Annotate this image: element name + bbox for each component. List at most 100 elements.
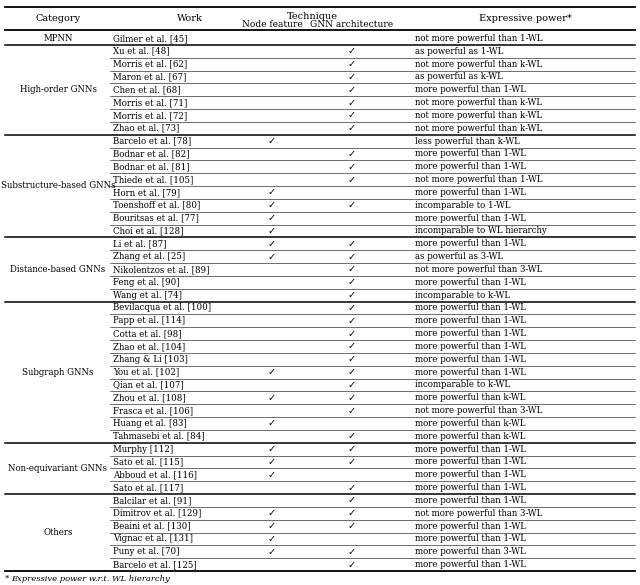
Text: more powerful than 1-WL: more powerful than 1-WL: [415, 522, 526, 531]
Text: Puny et al. [70]: Puny et al. [70]: [113, 547, 179, 556]
Text: ✓: ✓: [348, 123, 356, 133]
Text: ✓: ✓: [348, 495, 356, 505]
Text: more powerful than 1-WL: more powerful than 1-WL: [415, 85, 526, 94]
Text: more powerful than k-WL: more powerful than k-WL: [415, 393, 525, 402]
Text: Zhao et al. [73]: Zhao et al. [73]: [113, 124, 179, 133]
Text: GNN architecture: GNN architecture: [310, 20, 394, 29]
Text: ✓: ✓: [348, 431, 356, 441]
Text: Morris et al. [71]: Morris et al. [71]: [113, 98, 188, 107]
Text: Abboud et al. [116]: Abboud et al. [116]: [113, 470, 197, 479]
Text: ✓: ✓: [348, 444, 356, 454]
Text: ✓: ✓: [268, 213, 276, 223]
Text: Sato et al. [117]: Sato et al. [117]: [113, 483, 183, 492]
Text: ✓: ✓: [268, 534, 276, 544]
Text: Expressive power*: Expressive power*: [479, 14, 572, 23]
Text: Choi et al. [128]: Choi et al. [128]: [113, 226, 184, 235]
Text: Chen et al. [68]: Chen et al. [68]: [113, 85, 180, 94]
Text: Barcelo et al. [125]: Barcelo et al. [125]: [113, 560, 196, 569]
Text: High-order GNNs: High-order GNNs: [19, 85, 97, 94]
Text: ✓: ✓: [348, 252, 356, 261]
Text: ✓: ✓: [348, 560, 356, 570]
Text: Bouritsas et al. [77]: Bouritsas et al. [77]: [113, 214, 199, 222]
Text: more powerful than 1-WL: more powerful than 1-WL: [415, 329, 526, 338]
Text: more powerful than 1-WL: more powerful than 1-WL: [415, 304, 526, 312]
Text: not more powerful than 3-WL: not more powerful than 3-WL: [415, 509, 542, 518]
Text: ✓: ✓: [348, 46, 356, 56]
Text: Zhang & Li [103]: Zhang & Li [103]: [113, 355, 188, 364]
Text: ✓: ✓: [348, 508, 356, 518]
Text: not more powerful than 1-WL: not more powerful than 1-WL: [415, 34, 543, 43]
Text: not more powerful than k-WL: not more powerful than k-WL: [415, 98, 542, 107]
Text: Papp et al. [114]: Papp et al. [114]: [113, 316, 185, 325]
Text: Zhou et al. [108]: Zhou et al. [108]: [113, 393, 186, 402]
Text: ✓: ✓: [268, 444, 276, 454]
Text: more powerful than 1-WL: more powerful than 1-WL: [415, 149, 526, 159]
Text: more powerful than 1-WL: more powerful than 1-WL: [415, 316, 526, 325]
Text: Subgraph GNNs: Subgraph GNNs: [22, 367, 93, 377]
Text: ✓: ✓: [348, 111, 356, 121]
Text: more powerful than 1-WL: more powerful than 1-WL: [415, 535, 526, 543]
Text: more powerful than 1-WL: more powerful than 1-WL: [415, 367, 526, 377]
Text: Feng et al. [90]: Feng et al. [90]: [113, 278, 180, 287]
Text: ✓: ✓: [268, 508, 276, 518]
Text: incomparable to k-WL: incomparable to k-WL: [415, 291, 510, 300]
Text: more powerful than 1-WL: more powerful than 1-WL: [415, 162, 526, 171]
Text: ✓: ✓: [268, 521, 276, 531]
Text: ✓: ✓: [348, 264, 356, 274]
Text: ✓: ✓: [268, 187, 276, 197]
Text: Node feature: Node feature: [242, 20, 302, 29]
Text: incomparable to k-WL: incomparable to k-WL: [415, 380, 510, 390]
Text: Sato et al. [115]: Sato et al. [115]: [113, 457, 183, 466]
Text: more powerful than 1-WL: more powerful than 1-WL: [415, 483, 526, 492]
Text: as powerful as 3-WL: as powerful as 3-WL: [415, 252, 503, 261]
Text: Gilmer et al. [45]: Gilmer et al. [45]: [113, 34, 188, 43]
Text: Work: Work: [177, 14, 203, 23]
Text: ✓: ✓: [348, 483, 356, 493]
Text: as powerful as 1-WL: as powerful as 1-WL: [415, 47, 504, 56]
Text: incomparable to 1-WL: incomparable to 1-WL: [415, 201, 511, 210]
Text: ✓: ✓: [268, 367, 276, 377]
Text: ✓: ✓: [268, 136, 276, 146]
Text: ✓: ✓: [348, 290, 356, 300]
Text: Murphy [112]: Murphy [112]: [113, 445, 173, 453]
Text: ✓: ✓: [348, 316, 356, 326]
Text: Zhao et al. [104]: Zhao et al. [104]: [113, 342, 185, 351]
Text: ✓: ✓: [348, 380, 356, 390]
Text: ✓: ✓: [268, 393, 276, 402]
Text: more powerful than 1-WL: more powerful than 1-WL: [415, 457, 526, 466]
Text: Barcelo et al. [78]: Barcelo et al. [78]: [113, 136, 191, 146]
Text: incomparable to WL hierarchy: incomparable to WL hierarchy: [415, 226, 547, 235]
Text: ✓: ✓: [348, 98, 356, 108]
Text: more powerful than 1-WL: more powerful than 1-WL: [415, 214, 526, 222]
Text: Category: Category: [35, 14, 81, 23]
Text: ✓: ✓: [348, 59, 356, 69]
Text: Qian et al. [107]: Qian et al. [107]: [113, 380, 184, 390]
Text: Morris et al. [62]: Morris et al. [62]: [113, 60, 188, 68]
Text: not more powerful than k-WL: not more powerful than k-WL: [415, 124, 542, 133]
Text: Huang et al. [83]: Huang et al. [83]: [113, 419, 187, 428]
Text: ✓: ✓: [268, 252, 276, 261]
Text: Wang et al. [74]: Wang et al. [74]: [113, 291, 182, 300]
Text: ✓: ✓: [348, 303, 356, 313]
Text: Tahmasebi et al. [84]: Tahmasebi et al. [84]: [113, 432, 205, 441]
Text: Balcilar et al. [91]: Balcilar et al. [91]: [113, 496, 191, 505]
Text: less powerful than k-WL: less powerful than k-WL: [415, 136, 520, 146]
Text: not more powerful than 3-WL: not more powerful than 3-WL: [415, 406, 542, 415]
Text: more powerful than 1-WL: more powerful than 1-WL: [415, 188, 526, 197]
Text: Substructure-based GNNs: Substructure-based GNNs: [1, 181, 115, 191]
Text: Thiede et al. [105]: Thiede et al. [105]: [113, 175, 193, 184]
Text: ✓: ✓: [348, 85, 356, 95]
Text: You et al. [102]: You et al. [102]: [113, 367, 179, 377]
Text: ✓: ✓: [348, 457, 356, 467]
Text: more powerful than k-WL: more powerful than k-WL: [415, 419, 525, 428]
Text: Non-equivariant GNNs: Non-equivariant GNNs: [8, 464, 108, 473]
Text: more powerful than 1-WL: more powerful than 1-WL: [415, 560, 526, 569]
Text: Dimitrov et al. [129]: Dimitrov et al. [129]: [113, 509, 202, 518]
Text: Horn et al. [79]: Horn et al. [79]: [113, 188, 180, 197]
Text: more powerful than 1-WL: more powerful than 1-WL: [415, 470, 526, 479]
Text: ✓: ✓: [348, 393, 356, 402]
Text: Zhang et al. [25]: Zhang et al. [25]: [113, 252, 185, 261]
Text: MPNN: MPNN: [44, 34, 73, 43]
Text: more powerful than k-WL: more powerful than k-WL: [415, 432, 525, 441]
Text: not more powerful than 3-WL: not more powerful than 3-WL: [415, 265, 542, 274]
